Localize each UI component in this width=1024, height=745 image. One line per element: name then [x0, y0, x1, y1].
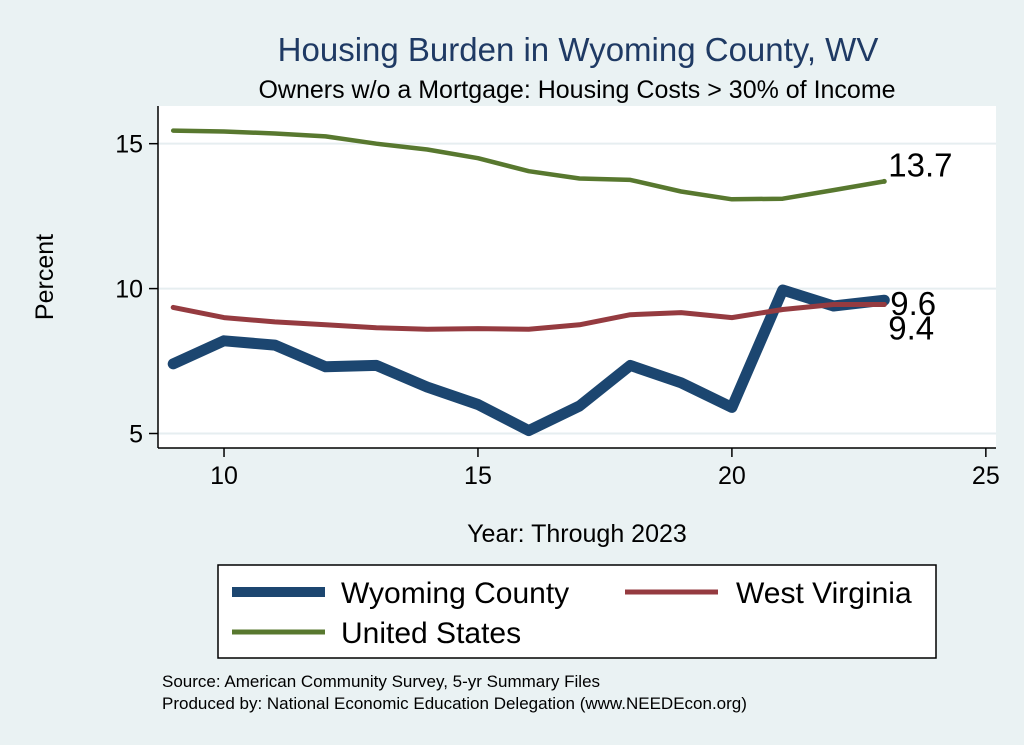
end-point-united-states — [881, 178, 887, 184]
legend-label: United States — [341, 617, 521, 650]
gridlines — [158, 142, 996, 435]
source-note: Source: American Community Survey, 5-yr … — [162, 672, 600, 691]
legend — [217, 564, 937, 659]
plot-area — [158, 106, 996, 448]
series-line-west-virginia — [170, 302, 887, 332]
series-line-united-states — [170, 128, 887, 202]
end-point-wyoming-county — [881, 297, 887, 303]
legend-item-wyoming-county: Wyoming County — [232, 577, 569, 610]
end-labels: 9.69.4 13.7 — [888, 146, 952, 346]
x-tick-label: 15 — [464, 462, 492, 490]
series-line-wyoming-county — [167, 284, 890, 437]
x-tick-label: 20 — [718, 462, 746, 490]
y-tick-label: 10 — [115, 276, 143, 304]
end-point-west-virginia — [881, 302, 887, 308]
legend-label: Wyoming County — [341, 577, 569, 610]
legend-item-united-states: United States — [232, 617, 521, 650]
y-axis-title: Percent — [31, 234, 59, 320]
x-tick-label: 10 — [210, 462, 238, 490]
x-ticks: 10 15 20 25 — [210, 448, 1000, 490]
x-tick-label: 25 — [972, 462, 1000, 490]
end-label-west-virginia: 9.4 — [888, 310, 934, 347]
end-label-united-states: 13.7 — [888, 146, 952, 183]
y-tick-label: 5 — [129, 421, 143, 449]
chart-subtitle: Owners w/o a Mortgage: Housing Costs > 3… — [258, 76, 895, 104]
produced-by-note: Produced by: National Economic Education… — [162, 694, 747, 713]
x-axis-title: Year: Through 2023 — [467, 520, 687, 548]
legend-label: West Virginia — [736, 577, 912, 610]
chart-title: Housing Burden in Wyoming County, WV — [278, 31, 879, 68]
y-ticks: 5 10 15 — [115, 131, 158, 449]
series-lines — [167, 128, 890, 437]
end-label-wyoming-county: 9.6 — [890, 285, 936, 322]
y-tick-label: 15 — [115, 131, 143, 159]
legend-item-west-virginia: West Virginia — [625, 577, 912, 610]
